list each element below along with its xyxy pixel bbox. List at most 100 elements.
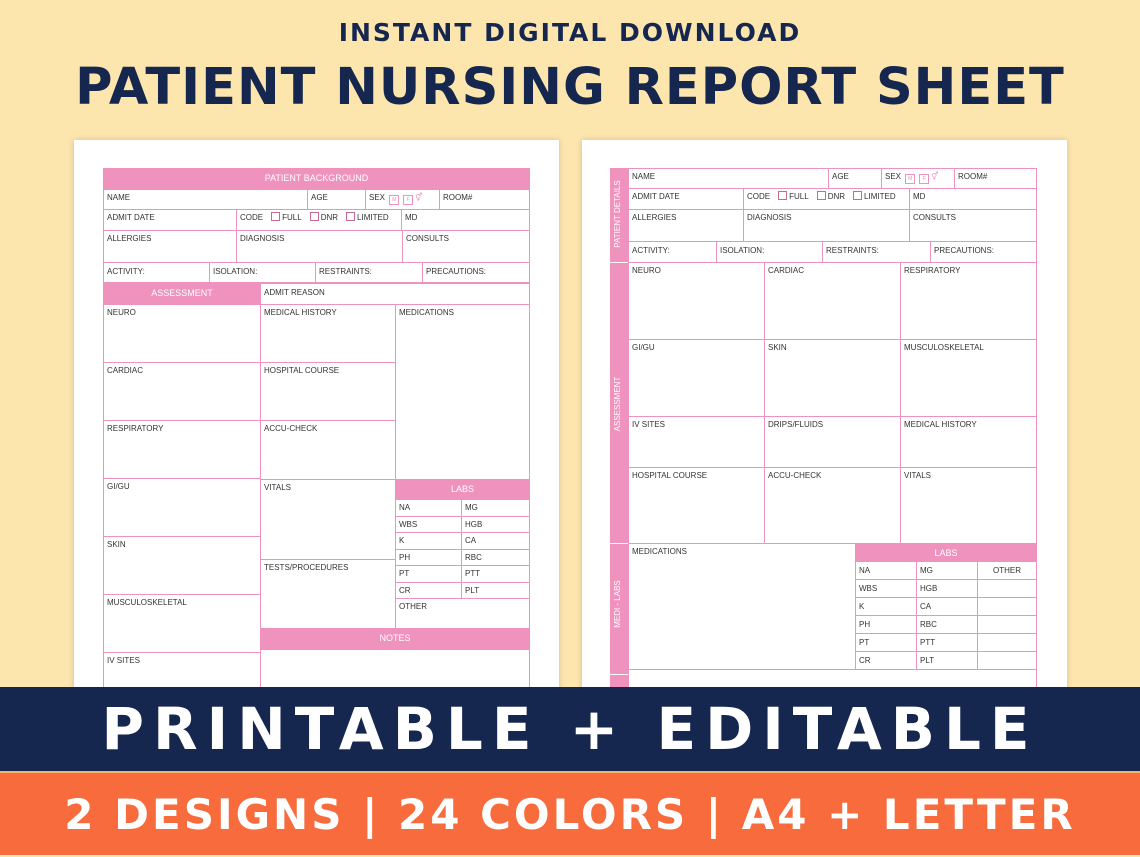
name-field[interactable]: NAME	[628, 168, 829, 189]
age-field[interactable]: AGE	[307, 189, 366, 210]
drips-fluids-field[interactable]: DRIPS/FLUIDS	[764, 416, 901, 468]
consults-field[interactable]: CONSULTS	[909, 209, 1037, 242]
precautions-field[interactable]: PRECAUTIONS:	[930, 241, 1037, 263]
activity-field[interactable]: ACTIVITY:	[628, 241, 717, 263]
lab-cell[interactable]: CA	[916, 597, 978, 616]
neuro-field[interactable]: NEURO	[103, 304, 261, 363]
lab-cell[interactable]	[977, 633, 1037, 652]
isolation-field[interactable]: ISOLATION:	[209, 262, 316, 283]
lab-cell[interactable]: PTT	[461, 565, 530, 583]
lab-cell[interactable]: CR	[395, 581, 462, 599]
code-full-checkbox[interactable]	[271, 212, 281, 221]
lab-cell[interactable]: PT	[855, 633, 917, 652]
accu-check-field[interactable]: ACCU-CHECK	[764, 467, 901, 544]
report-sheet-design-1: PATIENT BACKGROUND NAME AGE SEX M F ⚥ ROOM…	[74, 140, 559, 700]
gigu-field[interactable]: GI/GU	[628, 339, 765, 417]
md-field[interactable]: MD	[909, 188, 1037, 210]
sex-field[interactable]: SEX M F ⚥	[881, 168, 955, 189]
room-field[interactable]: ROOM#	[954, 168, 1037, 189]
medical-history-field[interactable]: MEDICAL HISTORY	[900, 416, 1037, 468]
code-full-checkbox[interactable]	[778, 191, 788, 200]
tests-procedures-field[interactable]: TESTS/PROCEDURES	[260, 559, 396, 629]
precautions-field[interactable]: PRECAUTIONS:	[422, 262, 530, 283]
lab-cell[interactable]	[977, 597, 1037, 616]
cardiac-field[interactable]: CARDIAC	[764, 262, 901, 340]
lab-cell[interactable]: CA	[461, 532, 530, 550]
gigu-field[interactable]: GI/GU	[103, 478, 261, 537]
lab-cell[interactable]: PT	[395, 565, 462, 583]
musculoskeletal-field[interactable]: MUSCULOSKELETAL	[103, 594, 261, 653]
lab-cell[interactable]: RBC	[461, 548, 530, 566]
vitals-field[interactable]: VITALS	[260, 479, 396, 560]
lab-cell[interactable]	[977, 651, 1037, 670]
iv-sites-field[interactable]: IV SITES	[628, 416, 765, 468]
code-dnr-checkbox[interactable]	[816, 191, 826, 200]
lab-cell[interactable]	[977, 579, 1037, 598]
lab-cell[interactable]: MG	[461, 499, 530, 517]
lab-cell[interactable]: PH	[395, 548, 462, 566]
lab-cell[interactable]: K	[395, 532, 462, 550]
md-field[interactable]: MD	[401, 209, 530, 231]
lab-cell[interactable]: RBC	[916, 615, 978, 634]
lab-cell[interactable]: HGB	[916, 579, 978, 598]
medications-field[interactable]: MEDICATIONS	[395, 304, 530, 480]
admit-reason-field[interactable]: ADMIT REASON	[260, 283, 530, 305]
lab-cell[interactable]	[977, 615, 1037, 634]
lab-cell[interactable]: PTT	[916, 633, 978, 652]
other-field[interactable]: OTHER	[395, 598, 530, 629]
lab-cell[interactable]: HGB	[461, 515, 530, 533]
sex-f-checkbox[interactable]: F	[919, 174, 930, 184]
lab-cell[interactable]: MG	[916, 561, 978, 580]
lab-cell[interactable]: WBS	[395, 515, 462, 533]
vitals-field[interactable]: VITALS	[900, 467, 1037, 544]
activity-field[interactable]: ACTIVITY:	[103, 262, 210, 283]
code-field[interactable]: CODE FULL DNR LIMITED	[236, 209, 402, 231]
consults-field[interactable]: CONSULTS	[402, 230, 530, 263]
code-limited-checkbox[interactable]	[853, 191, 863, 200]
diagnosis-field[interactable]: DIAGNOSIS	[743, 209, 910, 242]
bottom-notes-field[interactable]	[628, 669, 1037, 700]
name-field[interactable]: NAME	[103, 189, 308, 210]
allergies-field[interactable]: ALLERGIES	[628, 209, 744, 242]
lab-cell[interactable]: PLT	[461, 581, 530, 599]
code-field[interactable]: CODE FULL DNR LIMITED	[743, 188, 910, 210]
code-dnr-checkbox[interactable]	[309, 212, 319, 221]
respiratory-field[interactable]: RESPIRATORY	[103, 420, 261, 479]
code-limited-checkbox[interactable]	[346, 212, 356, 221]
lab-cell[interactable]: NA	[395, 499, 462, 517]
hospital-course-field[interactable]: HOSPITAL COURSE	[260, 362, 396, 421]
restraints-field[interactable]: RESTRAINTS:	[822, 241, 931, 263]
hospital-course-field[interactable]: HOSPITAL COURSE	[628, 467, 765, 544]
musculoskeletal-field[interactable]: MUSCULOSKELETAL	[900, 339, 1037, 417]
sex-m-checkbox[interactable]: M	[905, 174, 916, 184]
page-subtitle: INSTANT DIGITAL DOWNLOAD	[338, 18, 802, 47]
lab-cell[interactable]: PLT	[916, 651, 978, 670]
room-field[interactable]: ROOM#	[439, 189, 530, 210]
sex-f-checkbox[interactable]: F	[403, 195, 414, 205]
sex-m-checkbox[interactable]: M	[389, 195, 400, 205]
cardiac-field[interactable]: CARDIAC	[103, 362, 261, 421]
lab-cell[interactable]: WBS	[855, 579, 917, 598]
accu-check-field[interactable]: ACCU-CHECK	[260, 420, 396, 480]
lab-cell[interactable]: NA	[855, 561, 917, 580]
medications-field[interactable]: MEDICATIONS	[628, 543, 856, 670]
sex-field[interactable]: SEX M F ⚥	[365, 189, 440, 210]
notes-field[interactable]	[260, 649, 530, 700]
diagnosis-field[interactable]: DIAGNOSIS	[236, 230, 403, 263]
lab-cell[interactable]: CR	[855, 651, 917, 670]
allergies-field[interactable]: ALLERGIES	[103, 230, 237, 263]
skin-field[interactable]: SKIN	[764, 339, 901, 417]
age-field[interactable]: AGE	[828, 168, 882, 189]
assessment-header: ASSESSMENT	[103, 283, 261, 305]
admit-date-field[interactable]: ADMIT DATE	[103, 209, 237, 231]
restraints-field[interactable]: RESTRAINTS:	[315, 262, 423, 283]
neuro-field[interactable]: NEURO	[628, 262, 765, 340]
lab-cell[interactable]: OTHER	[977, 561, 1037, 580]
admit-date-field[interactable]: ADMIT DATE	[628, 188, 744, 210]
isolation-field[interactable]: ISOLATION:	[716, 241, 823, 263]
lab-cell[interactable]: K	[855, 597, 917, 616]
medical-history-field[interactable]: MEDICAL HISTORY	[260, 304, 396, 363]
lab-cell[interactable]: PH	[855, 615, 917, 634]
skin-field[interactable]: SKIN	[103, 536, 261, 595]
respiratory-field[interactable]: RESPIRATORY	[900, 262, 1037, 340]
